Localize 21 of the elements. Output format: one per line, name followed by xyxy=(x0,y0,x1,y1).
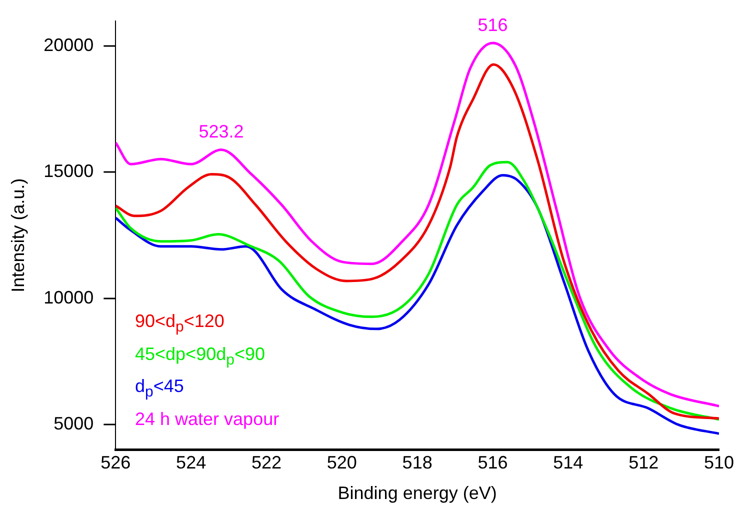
text: 24 h water vapour xyxy=(135,408,280,431)
x-tick-label: 512 xyxy=(628,452,659,473)
x-tick-label: 514 xyxy=(553,452,584,473)
annotation: 516 xyxy=(478,14,508,35)
text: d$_{p}$<45 xyxy=(135,375,185,403)
x-tick-label: 522 xyxy=(251,452,282,473)
text: 45<dp<90d$_{p}$<90 xyxy=(135,342,266,370)
x-tick-label: 524 xyxy=(176,452,206,473)
y-axis-title: Intensity (a.u.) xyxy=(8,178,28,292)
x-axis-title: Binding energy (eV) xyxy=(338,483,497,504)
x-tick-label: 526 xyxy=(100,452,131,473)
x-tick-label: 516 xyxy=(478,452,508,473)
x-tick-label: 520 xyxy=(326,452,357,473)
text: 90<d$_{p}$<120 xyxy=(135,310,226,338)
x-tick-label: 518 xyxy=(402,452,432,473)
annotation: 523.2 xyxy=(198,122,244,142)
y-tick-label: 20000 xyxy=(44,35,94,56)
y-tick-label: 5000 xyxy=(54,414,94,434)
y-tick-label: 15000 xyxy=(44,161,94,182)
y-tick-label: 10000 xyxy=(44,287,94,308)
x-tick-label: 510 xyxy=(704,452,734,473)
